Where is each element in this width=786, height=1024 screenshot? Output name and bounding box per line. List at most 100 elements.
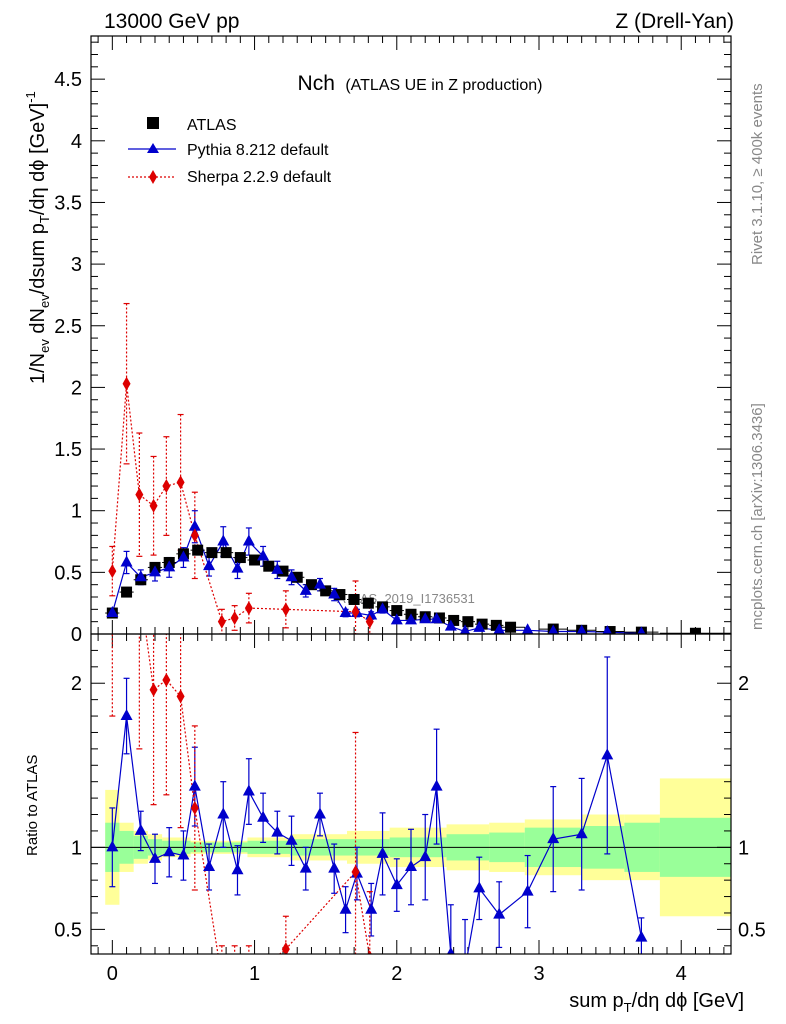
sherpa-point-ratio — [190, 800, 199, 815]
pythia-point-main — [493, 623, 506, 634]
y-tick-label-main: 4 — [71, 131, 82, 153]
pythia-point-ratio — [203, 860, 216, 872]
sherpa-point-ratio — [351, 864, 360, 879]
y-tick-label-main: 2 — [71, 377, 82, 399]
y-tick-label-ratio-right: 2 — [738, 673, 749, 695]
pythia-point-main — [637, 626, 646, 634]
pythia-point-ratio — [149, 851, 161, 863]
pythia-point-ratio — [163, 845, 176, 857]
atlas-point — [192, 544, 204, 556]
pythia-point-main — [602, 625, 613, 634]
rivet-label: Rivet 3.1.10, ≥ 400k events — [749, 83, 766, 265]
pythia-point-main — [188, 519, 201, 531]
pythia-point-main — [548, 624, 559, 634]
y-axis-label-ratio: Ratio to ATLAS — [24, 755, 41, 856]
pythia-point-ratio — [493, 907, 506, 919]
pythia-point-main — [376, 602, 389, 614]
atlas-point — [121, 586, 133, 598]
y-tick-label-main: 4.5 — [54, 69, 82, 91]
pythia-point-main — [149, 565, 161, 577]
legend-label-atlas: ATLAS — [187, 117, 237, 134]
sherpa-point-main — [281, 602, 290, 617]
pythia-point-ratio — [473, 881, 486, 893]
pythia-point-ratio — [339, 902, 352, 914]
atlas-point — [604, 626, 616, 634]
pythia-point-ratio — [285, 833, 298, 845]
y-tick-label-main: 3.5 — [54, 192, 82, 214]
pythia-point-ratio — [134, 823, 147, 835]
atlas-point — [305, 579, 317, 591]
pythia-point-main — [299, 583, 312, 595]
atlas-point — [391, 605, 403, 617]
pythia-point-main — [106, 606, 119, 618]
pythia-point-ratio — [376, 846, 389, 858]
pythia-point-main — [390, 613, 403, 625]
y-tick-label-ratio-left: 2 — [71, 673, 82, 695]
y-tick-label-ratio-left: 0.5 — [54, 919, 82, 941]
pythia-point-ratio — [231, 863, 244, 875]
pythia-point-ratio — [419, 850, 432, 862]
sherpa-point-main — [217, 614, 226, 629]
atlas-point — [263, 560, 275, 572]
sherpa-point-main — [230, 610, 239, 625]
sherpa-point-main — [244, 601, 253, 616]
pythia-point-ratio — [257, 810, 270, 822]
pythia-point-main — [271, 562, 284, 574]
sherpa-point-ratio — [218, 972, 226, 986]
pythia-point-main — [473, 620, 486, 632]
y-tick-label-main: 1 — [71, 501, 82, 523]
y-tick-label-main: 2.5 — [54, 316, 82, 338]
atlas-point — [490, 619, 502, 631]
sherpa-point-main — [135, 487, 144, 502]
atlas-point — [362, 597, 374, 609]
legend-label-pythia: Pythia 8.212 default — [187, 142, 329, 159]
pythia-point-main — [339, 606, 352, 618]
pythia-point-ratio — [299, 861, 312, 873]
mcplots-label: mcplots.cern.ch [arXiv:1306.3436] — [749, 403, 766, 630]
sherpa-point-main — [190, 528, 199, 543]
sherpa-point-main — [365, 614, 374, 629]
pythia-point-ratio — [217, 807, 230, 819]
pythia-point-ratio — [521, 884, 534, 896]
ratio-frame — [90, 633, 732, 955]
pythia-point-main — [242, 534, 255, 546]
pythia-point-ratio — [390, 878, 403, 890]
atlas-point — [348, 593, 360, 605]
atlas-point — [220, 547, 232, 559]
y-tick-label-main: 0.5 — [54, 562, 82, 584]
y-tick-label-ratio-left: 1 — [71, 837, 82, 859]
x-tick-label: 2 — [391, 963, 402, 985]
tick-labels: 0 1 2 3 4 0 0.5 1 1.5 2 2.5 3 3.5 4 4.5 0.5 0.5 1 1 2 2 — [54, 69, 766, 985]
pythia-point-main — [430, 612, 443, 624]
sherpa-point-main — [122, 376, 131, 391]
pythia-point-main — [313, 577, 326, 589]
pythia-point-ratio — [177, 848, 190, 860]
pythia-point-ratio — [405, 860, 417, 872]
atlas-point — [448, 614, 460, 626]
sherpa-point-main — [149, 498, 158, 513]
plot-title-sub: (ATLAS UE in Z production) — [345, 77, 542, 94]
energy-label: 13000 GeV pp — [104, 10, 239, 33]
pythia-point-main — [328, 587, 341, 599]
pythia-point-ratio — [459, 962, 471, 973]
atlas-point — [277, 565, 289, 577]
pythia-point-main — [177, 550, 190, 562]
legend: ATLAS Pythia 8.212 default Sherpa 2.2.9 … — [128, 117, 332, 186]
plot-title-main: Nch — [298, 72, 335, 95]
y-tick-label-ratio-right: 0.5 — [738, 919, 766, 941]
pythia-point-main — [365, 608, 378, 620]
pythia-point-main — [203, 559, 216, 571]
legend-marker-pythia — [147, 143, 159, 153]
pythia-point-main — [120, 555, 133, 567]
pythia-point-main — [405, 613, 417, 625]
pythia-line-main — [111, 524, 642, 634]
x-tick-label: 4 — [676, 963, 687, 985]
pythia-point-main — [231, 561, 244, 573]
atlas-point — [249, 554, 261, 566]
atlas-point — [334, 589, 346, 601]
atlas-point — [689, 627, 701, 634]
sherpa-point-ratio — [149, 682, 158, 697]
sherpa-point-ratio — [176, 689, 185, 704]
atlas-point — [206, 547, 218, 559]
sherpa-point-ratio — [108, 512, 116, 526]
